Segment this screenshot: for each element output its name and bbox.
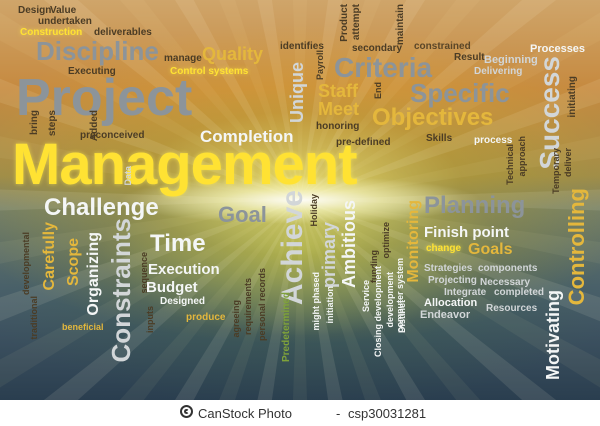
word-budget: Budget — [146, 279, 198, 296]
word-time: Time — [150, 230, 206, 257]
canstock-logo-icon — [180, 405, 193, 418]
word-objectives: Objectives — [372, 104, 494, 131]
word-control-systems: Control systems — [170, 66, 249, 77]
word-design: Design — [18, 5, 52, 16]
word-approach: approach — [517, 136, 527, 177]
word-resources: Resources — [486, 303, 538, 314]
word-development: development — [385, 272, 395, 328]
footer-brand: CanStock Photo — [198, 406, 292, 421]
word-beginning: Beginning — [484, 54, 538, 66]
word-might-phased: might phased — [311, 272, 321, 331]
word-honoring: honoring — [316, 121, 360, 132]
word-service: Service — [361, 280, 371, 313]
word-strategies: Strategies — [424, 263, 473, 274]
word-beneficial: beneficial — [62, 322, 104, 332]
word-deliver: deliver — [563, 148, 573, 178]
word-deliverables: deliverables — [94, 27, 152, 38]
word-discipline: Discipline — [36, 36, 159, 66]
word-temporary: Temporary — [551, 148, 561, 194]
word-monitoring: Monitoring — [405, 200, 422, 283]
word-requirements: requirements — [243, 278, 253, 336]
word-management: Management — [12, 132, 358, 197]
word-organizing: Organizing — [85, 232, 102, 316]
word-traditional: traditional — [29, 296, 39, 340]
word-goals: Goals — [468, 241, 513, 258]
word-completed: completed — [494, 287, 545, 298]
word-project: Project — [16, 69, 193, 127]
word-agreeing: agreeing — [231, 300, 241, 338]
word-carefully: Carefully — [41, 222, 58, 291]
word-primary: primary — [319, 222, 339, 289]
word-integrate: Integrate — [444, 287, 487, 298]
word-necessary: Necessary — [480, 277, 531, 288]
word-meet: Meet — [318, 99, 360, 119]
word-cloud-image: Design Value undertaken Construction del… — [0, 0, 600, 400]
word-developmental: developmental — [21, 232, 31, 296]
word-executing: Executing — [68, 66, 116, 77]
word-payroll: Payroll — [315, 50, 325, 81]
word-ambitious: Ambitious — [339, 200, 359, 288]
word-criteria: Criteria — [334, 52, 433, 83]
word-components: components — [478, 263, 538, 274]
word-process: process — [474, 135, 513, 146]
word-pre-defined: pre-defined — [336, 137, 391, 148]
word-staff: Staff — [318, 81, 358, 101]
footer-image-id: csp30031281 — [348, 406, 427, 421]
word-skills: Skills — [426, 133, 453, 144]
word-quality: Quality — [202, 44, 264, 64]
word-finish-point: Finish point — [424, 224, 509, 241]
word-inputs: inputs — [145, 306, 155, 333]
word-change: change — [426, 243, 462, 254]
word-predetermined: Predetermined — [281, 292, 292, 363]
word-maintain: maintain — [395, 4, 406, 46]
word-preconceived: preconceived — [80, 130, 145, 141]
word-technical: Technical — [505, 144, 515, 185]
word-unique: Unique — [287, 62, 307, 123]
word-specific: Specific — [410, 78, 510, 108]
word-end: End — [373, 82, 383, 99]
word-initiation: initiation — [325, 286, 335, 324]
word-delivering: Delivering — [474, 66, 523, 77]
word-scope: Scope — [65, 238, 82, 287]
word-constraints: Constraints — [106, 218, 136, 363]
word-processes: Processes — [530, 43, 586, 55]
footer-id-separator: - — [336, 406, 341, 421]
word-personal-records: personal records — [257, 268, 267, 342]
word-construction: Construction — [20, 27, 83, 38]
word-constrained: constrained — [414, 41, 471, 52]
word-attempt: attempt — [351, 4, 362, 41]
word-undertaken: undertaken — [38, 16, 92, 27]
word-initiating: initiating — [567, 76, 578, 118]
watermark-footer: CanStock Photo - csp30031281 — [0, 400, 600, 426]
word-planning: Planning — [424, 192, 526, 219]
word-distinct: Distinct — [397, 300, 407, 334]
word-designed: Designed — [160, 296, 206, 307]
word-manage: manage — [164, 53, 202, 64]
word-secondary: secondary — [352, 43, 403, 54]
word-result: Result — [454, 52, 485, 63]
word-projecting: Projecting — [428, 275, 477, 286]
word-execution: Execution — [148, 261, 220, 278]
word-achieve: Achieve — [276, 190, 309, 306]
word-optimize: optimize — [381, 222, 391, 259]
word-completion: Completion — [200, 127, 294, 146]
word-holiday: Holiday — [309, 194, 319, 227]
word-controlling: Controlling — [564, 188, 589, 306]
word-produce: produce — [186, 312, 226, 323]
word-goal: Goal — [218, 202, 267, 227]
word-closing-development: Closing development — [373, 266, 383, 358]
word-product: Product — [339, 4, 350, 42]
word-motivating: Motivating — [543, 290, 563, 380]
word-challenge: Challenge — [44, 194, 159, 221]
word-endeavor: Endeavor — [420, 309, 471, 321]
word-allocation: Allocation — [424, 297, 478, 309]
word-identifies: identifies — [280, 41, 324, 52]
word-data: Data — [123, 166, 133, 186]
word-value: Value — [50, 5, 77, 16]
